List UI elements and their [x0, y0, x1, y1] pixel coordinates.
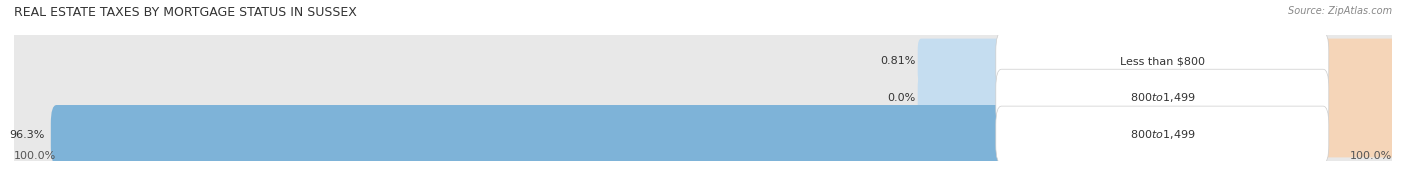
- FancyBboxPatch shape: [4, 94, 1402, 176]
- FancyBboxPatch shape: [995, 106, 1329, 164]
- Text: 100.0%: 100.0%: [14, 151, 56, 161]
- FancyBboxPatch shape: [4, 20, 1402, 102]
- FancyBboxPatch shape: [918, 75, 1005, 121]
- Text: 96.3%: 96.3%: [10, 130, 45, 140]
- Text: 0.81%: 0.81%: [880, 56, 915, 66]
- FancyBboxPatch shape: [1320, 39, 1406, 84]
- FancyBboxPatch shape: [918, 39, 1005, 84]
- FancyBboxPatch shape: [1320, 112, 1406, 157]
- Text: Less than $800: Less than $800: [1119, 56, 1205, 66]
- Text: Source: ZipAtlas.com: Source: ZipAtlas.com: [1288, 6, 1392, 16]
- Text: 0.0%: 0.0%: [887, 93, 915, 103]
- Text: REAL ESTATE TAXES BY MORTGAGE STATUS IN SUSSEX: REAL ESTATE TAXES BY MORTGAGE STATUS IN …: [14, 6, 357, 19]
- FancyBboxPatch shape: [995, 32, 1329, 90]
- FancyBboxPatch shape: [995, 69, 1329, 127]
- FancyBboxPatch shape: [51, 105, 1168, 165]
- Text: $800 to $1,499: $800 to $1,499: [1129, 128, 1195, 141]
- Text: 100.0%: 100.0%: [1350, 151, 1392, 161]
- FancyBboxPatch shape: [1320, 75, 1406, 121]
- FancyBboxPatch shape: [4, 57, 1402, 139]
- Text: $800 to $1,499: $800 to $1,499: [1129, 92, 1195, 104]
